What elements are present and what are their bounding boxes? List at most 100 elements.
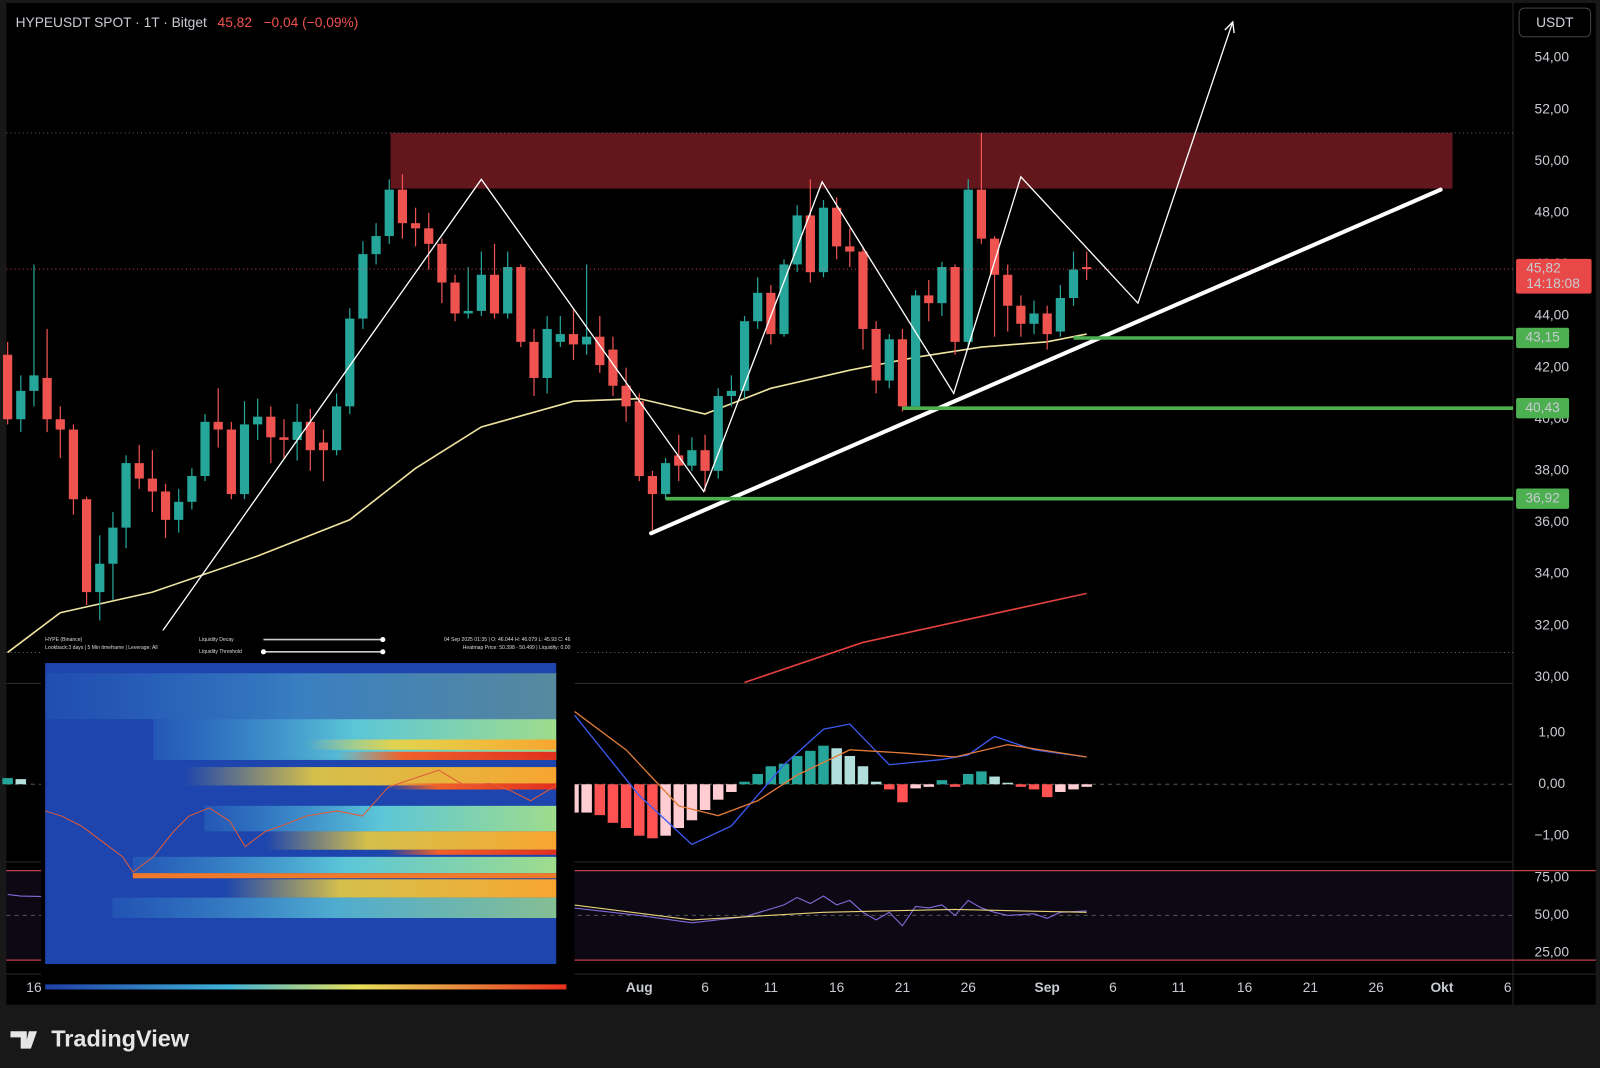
histogram-bar — [962, 773, 974, 785]
candle-body — [55, 419, 65, 430]
x-tick-label: 16 — [26, 980, 42, 995]
candle-body — [187, 476, 197, 502]
y-tick-label: 75,00 — [1535, 870, 1570, 885]
candle-body — [805, 215, 815, 273]
candle-body — [305, 421, 315, 451]
candle-body — [160, 491, 171, 520]
candle-body — [937, 267, 947, 304]
y-tick-label: 1,00 — [1538, 724, 1565, 739]
x-tick-label: 11 — [764, 980, 778, 995]
candle-body — [845, 246, 855, 252]
color-bar — [45, 984, 567, 990]
candle-body — [279, 437, 289, 440]
candle-body — [253, 416, 263, 425]
histogram-bar — [923, 784, 935, 787]
histogram-bar — [765, 766, 777, 785]
slider-knob — [380, 637, 386, 643]
y-tick-label: 44,00 — [1535, 308, 1570, 323]
x-tick-label: Aug — [626, 980, 653, 995]
histogram-bar — [2, 778, 13, 785]
candle-body — [989, 238, 1000, 275]
inset-settings: Lookback:3 days | 5 Min timeframe | Leve… — [45, 645, 158, 651]
x-tick-label: 16 — [1237, 980, 1253, 995]
candle-body — [371, 236, 381, 255]
moving-average — [744, 592, 1087, 684]
candle-body — [542, 328, 552, 378]
histogram-bar — [1028, 784, 1040, 790]
histogram-bar — [805, 750, 816, 785]
histogram-bar — [581, 784, 592, 813]
candle-body — [239, 424, 250, 495]
histogram-bar — [976, 771, 987, 785]
histogram-bar — [936, 780, 948, 785]
level-price-label: 43,15 — [1525, 330, 1560, 345]
y-tick-label: 50,00 — [1535, 907, 1570, 922]
candle-body — [555, 334, 565, 342]
histogram-bar — [989, 776, 1000, 785]
heat-band — [132, 856, 557, 874]
y-tick-label: 48,00 — [1535, 204, 1570, 219]
candle-body — [292, 421, 302, 440]
candle-body — [200, 421, 210, 477]
histogram-bar — [949, 784, 961, 787]
candle-body — [424, 228, 434, 244]
histogram-bar — [739, 781, 750, 785]
heat-band — [265, 831, 557, 850]
histogram-bar — [1002, 782, 1013, 785]
heatmap-inset: HYPE (Binance) Lookback:3 days | 5 Min t… — [41, 630, 575, 998]
histogram-bar — [15, 779, 27, 785]
histogram-bar — [1081, 784, 1092, 787]
inset-price-line — [45, 769, 557, 873]
candle-body — [397, 189, 408, 224]
y-tick-label: 34,00 — [1535, 566, 1570, 581]
candle-body — [687, 450, 697, 466]
inset-threshold: Liquidity Threshold — [199, 649, 242, 655]
histogram-bar — [1055, 784, 1066, 792]
candle-body — [332, 406, 342, 451]
currency[interactable]: USDT — [1536, 15, 1574, 30]
candle-body — [174, 501, 184, 520]
candle-body — [226, 429, 236, 495]
candle-body — [739, 321, 750, 391]
histogram-bar — [1041, 784, 1053, 798]
slider-knob — [380, 649, 386, 655]
candle-body — [595, 336, 605, 366]
candle-body — [582, 336, 592, 345]
histogram-bar — [844, 755, 856, 785]
candle-body — [1003, 274, 1013, 306]
candle-body — [753, 292, 763, 322]
candle-body — [1029, 313, 1039, 324]
heat-band — [224, 879, 557, 898]
candle-body — [450, 282, 460, 314]
candle-body — [792, 215, 802, 265]
histogram-bar — [831, 748, 842, 785]
histogram-bar — [686, 784, 698, 821]
footer — [0, 1004, 1600, 1068]
y-tick-label: 0,00 — [1538, 776, 1565, 791]
currency-button[interactable] — [1518, 7, 1592, 38]
candle-body — [608, 349, 618, 386]
plot: 30,0032,0034,0036,0038,0040,0042,0044,00… — [2, 20, 1596, 995]
candle-body — [108, 527, 118, 564]
candle-body — [476, 274, 486, 311]
indicator-line — [573, 904, 1087, 921]
indicator-line — [573, 710, 1087, 817]
candle-body — [16, 390, 26, 420]
histogram-bar — [897, 784, 908, 803]
x-tick-label: 11 — [1172, 980, 1186, 995]
heat-band — [387, 783, 557, 790]
level-price-label: 40,43 — [1525, 400, 1560, 415]
x-tick-label: 6 — [1109, 980, 1117, 995]
candle-body — [1082, 267, 1092, 270]
last-price: 45,82 — [218, 15, 252, 30]
candle-body — [634, 401, 644, 477]
heat-band — [45, 673, 557, 720]
y-tick-label: 30,00 — [1535, 669, 1570, 684]
candle-body — [81, 499, 92, 593]
trendline — [649, 187, 1443, 536]
candle-body — [29, 375, 39, 391]
candle-body — [266, 416, 276, 438]
candle-body — [95, 563, 105, 593]
heat-band — [336, 751, 557, 760]
